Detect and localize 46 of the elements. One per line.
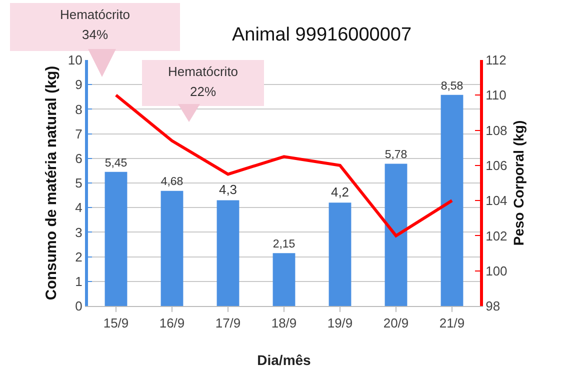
y-tick-label: 3 bbox=[75, 224, 82, 240]
data-label: 4,68 bbox=[160, 176, 184, 188]
y-tick-label: 0 bbox=[75, 298, 82, 314]
x-tick-label: 20/9 bbox=[383, 316, 409, 331]
y2-tick-label: 108 bbox=[486, 122, 508, 138]
bar bbox=[104, 172, 128, 306]
data-label: 4,3 bbox=[218, 182, 238, 198]
y-tick-label: 7 bbox=[75, 126, 82, 142]
y-tick-label: 6 bbox=[75, 150, 82, 166]
bar bbox=[160, 190, 184, 306]
bar bbox=[440, 94, 464, 306]
data-label: 4,2 bbox=[330, 184, 350, 200]
data-label: 5,78 bbox=[384, 149, 408, 162]
data-label: 5,45 bbox=[104, 157, 128, 170]
y2-tick-label: 106 bbox=[486, 158, 508, 173]
data-label: 2,15 bbox=[272, 238, 296, 250]
y-tick-label: 9 bbox=[75, 77, 82, 92]
x-tick-label: 21/9 bbox=[439, 316, 465, 331]
y2-tick-label: 100 bbox=[486, 263, 508, 278]
bar bbox=[272, 253, 296, 306]
bar bbox=[328, 202, 352, 306]
bar bbox=[216, 200, 240, 306]
y-tick-label: 8 bbox=[75, 102, 82, 117]
y-axis-title: Consumo de matéria natural (kg) bbox=[43, 66, 60, 300]
y2-tick-label: 112 bbox=[486, 52, 506, 68]
x-tick-label: 17/9 bbox=[215, 316, 241, 331]
y2-axis-title: Peso Corporal (kg) bbox=[510, 120, 527, 246]
callout-box: Hematócrito 22% bbox=[142, 60, 264, 106]
chart-title: Animal 99916000007 bbox=[232, 24, 412, 46]
x-tick-label: 19/9 bbox=[327, 316, 353, 331]
callout-box: Hematócrito 34% bbox=[10, 3, 180, 51]
y2-tick-label: 110 bbox=[486, 88, 506, 103]
x-axis-title: Dia/mês bbox=[257, 352, 312, 368]
y-tick-label: 5 bbox=[75, 176, 82, 191]
y2-tick-label: 102 bbox=[486, 228, 508, 244]
x-tick-label: 18/9 bbox=[271, 316, 297, 331]
x-tick-label: 16/9 bbox=[159, 316, 185, 331]
y-tick-label: 4 bbox=[75, 200, 82, 216]
bar bbox=[384, 164, 408, 306]
data-label: 8,58 bbox=[440, 80, 464, 92]
y-tick-label: 10 bbox=[68, 52, 82, 68]
y-tick-label: 1 bbox=[75, 274, 82, 289]
y2-tick-label: 98 bbox=[486, 298, 500, 314]
y2-tick-label: 104 bbox=[486, 193, 508, 208]
x-tick-label: 15/9 bbox=[103, 316, 129, 331]
y-tick-label: 2 bbox=[75, 249, 82, 264]
